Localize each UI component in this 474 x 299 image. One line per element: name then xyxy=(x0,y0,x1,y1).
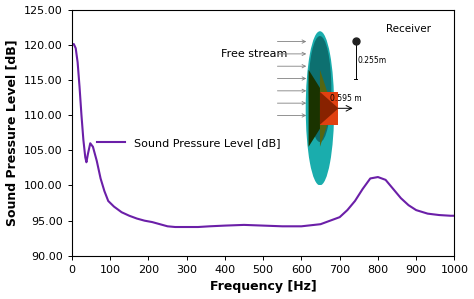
Ellipse shape xyxy=(309,36,331,142)
X-axis label: Frequency [Hz]: Frequency [Hz] xyxy=(210,280,317,293)
Y-axis label: Sound Pressure Level [dB]: Sound Pressure Level [dB] xyxy=(6,39,18,226)
Text: Free stream: Free stream xyxy=(221,49,287,59)
Text: 0.255m: 0.255m xyxy=(358,56,387,65)
Polygon shape xyxy=(320,70,333,147)
Polygon shape xyxy=(320,92,338,125)
Ellipse shape xyxy=(306,31,334,185)
Polygon shape xyxy=(309,70,333,147)
Text: 0.595 m: 0.595 m xyxy=(330,94,362,103)
Bar xyxy=(320,92,338,125)
Legend: Sound Pressure Level [dB]: Sound Pressure Level [dB] xyxy=(93,133,285,152)
Text: Receiver: Receiver xyxy=(386,24,431,34)
